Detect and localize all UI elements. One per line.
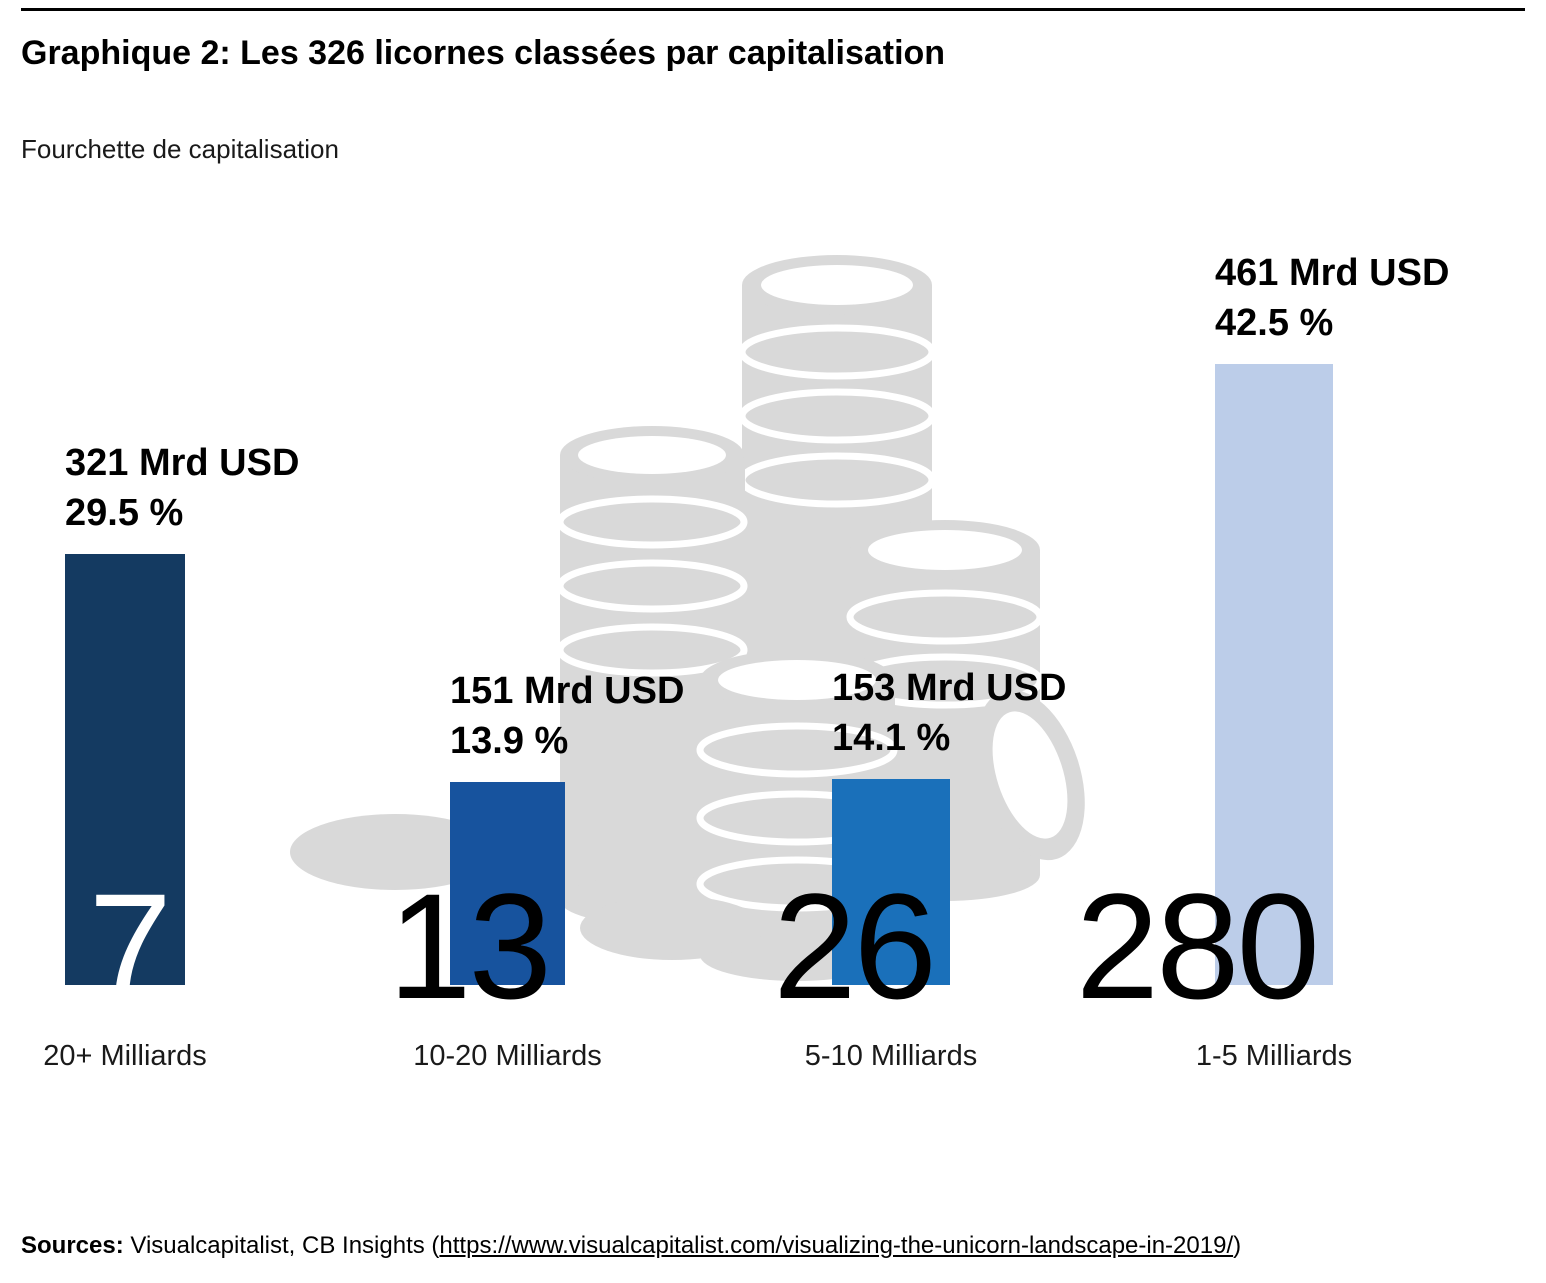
bar-count: 26 xyxy=(773,862,937,1030)
bar-value-pct: 14.1 % xyxy=(832,716,951,759)
bar-value-pct: 29.5 % xyxy=(65,491,184,534)
category-label: 5-10 Milliards xyxy=(804,1040,978,1072)
sources-link[interactable]: https://www.visualcapitalist.com/visuali… xyxy=(439,1232,1234,1259)
bar-value-label: 321 Mrd USD 29.5 % xyxy=(65,438,299,538)
bar-count: 13 xyxy=(388,862,552,1030)
bar-10-20 xyxy=(450,782,565,985)
bar-20plus xyxy=(65,554,185,985)
chart-subtitle: Fourchette de capitalisation xyxy=(21,134,339,164)
bar-count: 280 xyxy=(1075,862,1320,1030)
bar-value-usd: 151 Mrd USD xyxy=(450,669,685,712)
bar-value-label: 151 Mrd USD 13.9 % xyxy=(450,666,684,766)
category-label: 10-20 Milliards xyxy=(413,1040,602,1072)
bar-value-pct: 42.5 % xyxy=(1215,301,1334,344)
bar-value-usd: 461 Mrd USD xyxy=(1215,251,1450,294)
category-label: 1-5 Milliards xyxy=(1195,1040,1353,1072)
sources-label: Sources: xyxy=(21,1232,124,1259)
bar-1-5 xyxy=(1215,364,1333,985)
top-rule xyxy=(21,8,1525,11)
bar-5-10 xyxy=(832,779,950,985)
sources-text: Visualcapitalist, CB Insights ( xyxy=(123,1232,440,1259)
bar-value-usd: 321 Mrd USD xyxy=(65,441,300,484)
sources-suffix: ) xyxy=(1233,1232,1242,1259)
category-label: 20+ Milliards xyxy=(43,1040,207,1072)
chart-title: Graphique 2: Les 326 licornes classées p… xyxy=(21,34,946,72)
bar-value-usd: 153 Mrd USD xyxy=(832,666,1067,709)
bar-value-label: 153 Mrd USD 14.1 % xyxy=(832,663,1066,763)
sources-line: Sources: Visualcapitalist, CB Insights (… xyxy=(21,1232,1241,1260)
bar-value-pct: 13.9 % xyxy=(450,719,569,762)
bar-value-label: 461 Mrd USD 42.5 % xyxy=(1215,248,1449,348)
bar-count: 7 xyxy=(88,862,172,1030)
